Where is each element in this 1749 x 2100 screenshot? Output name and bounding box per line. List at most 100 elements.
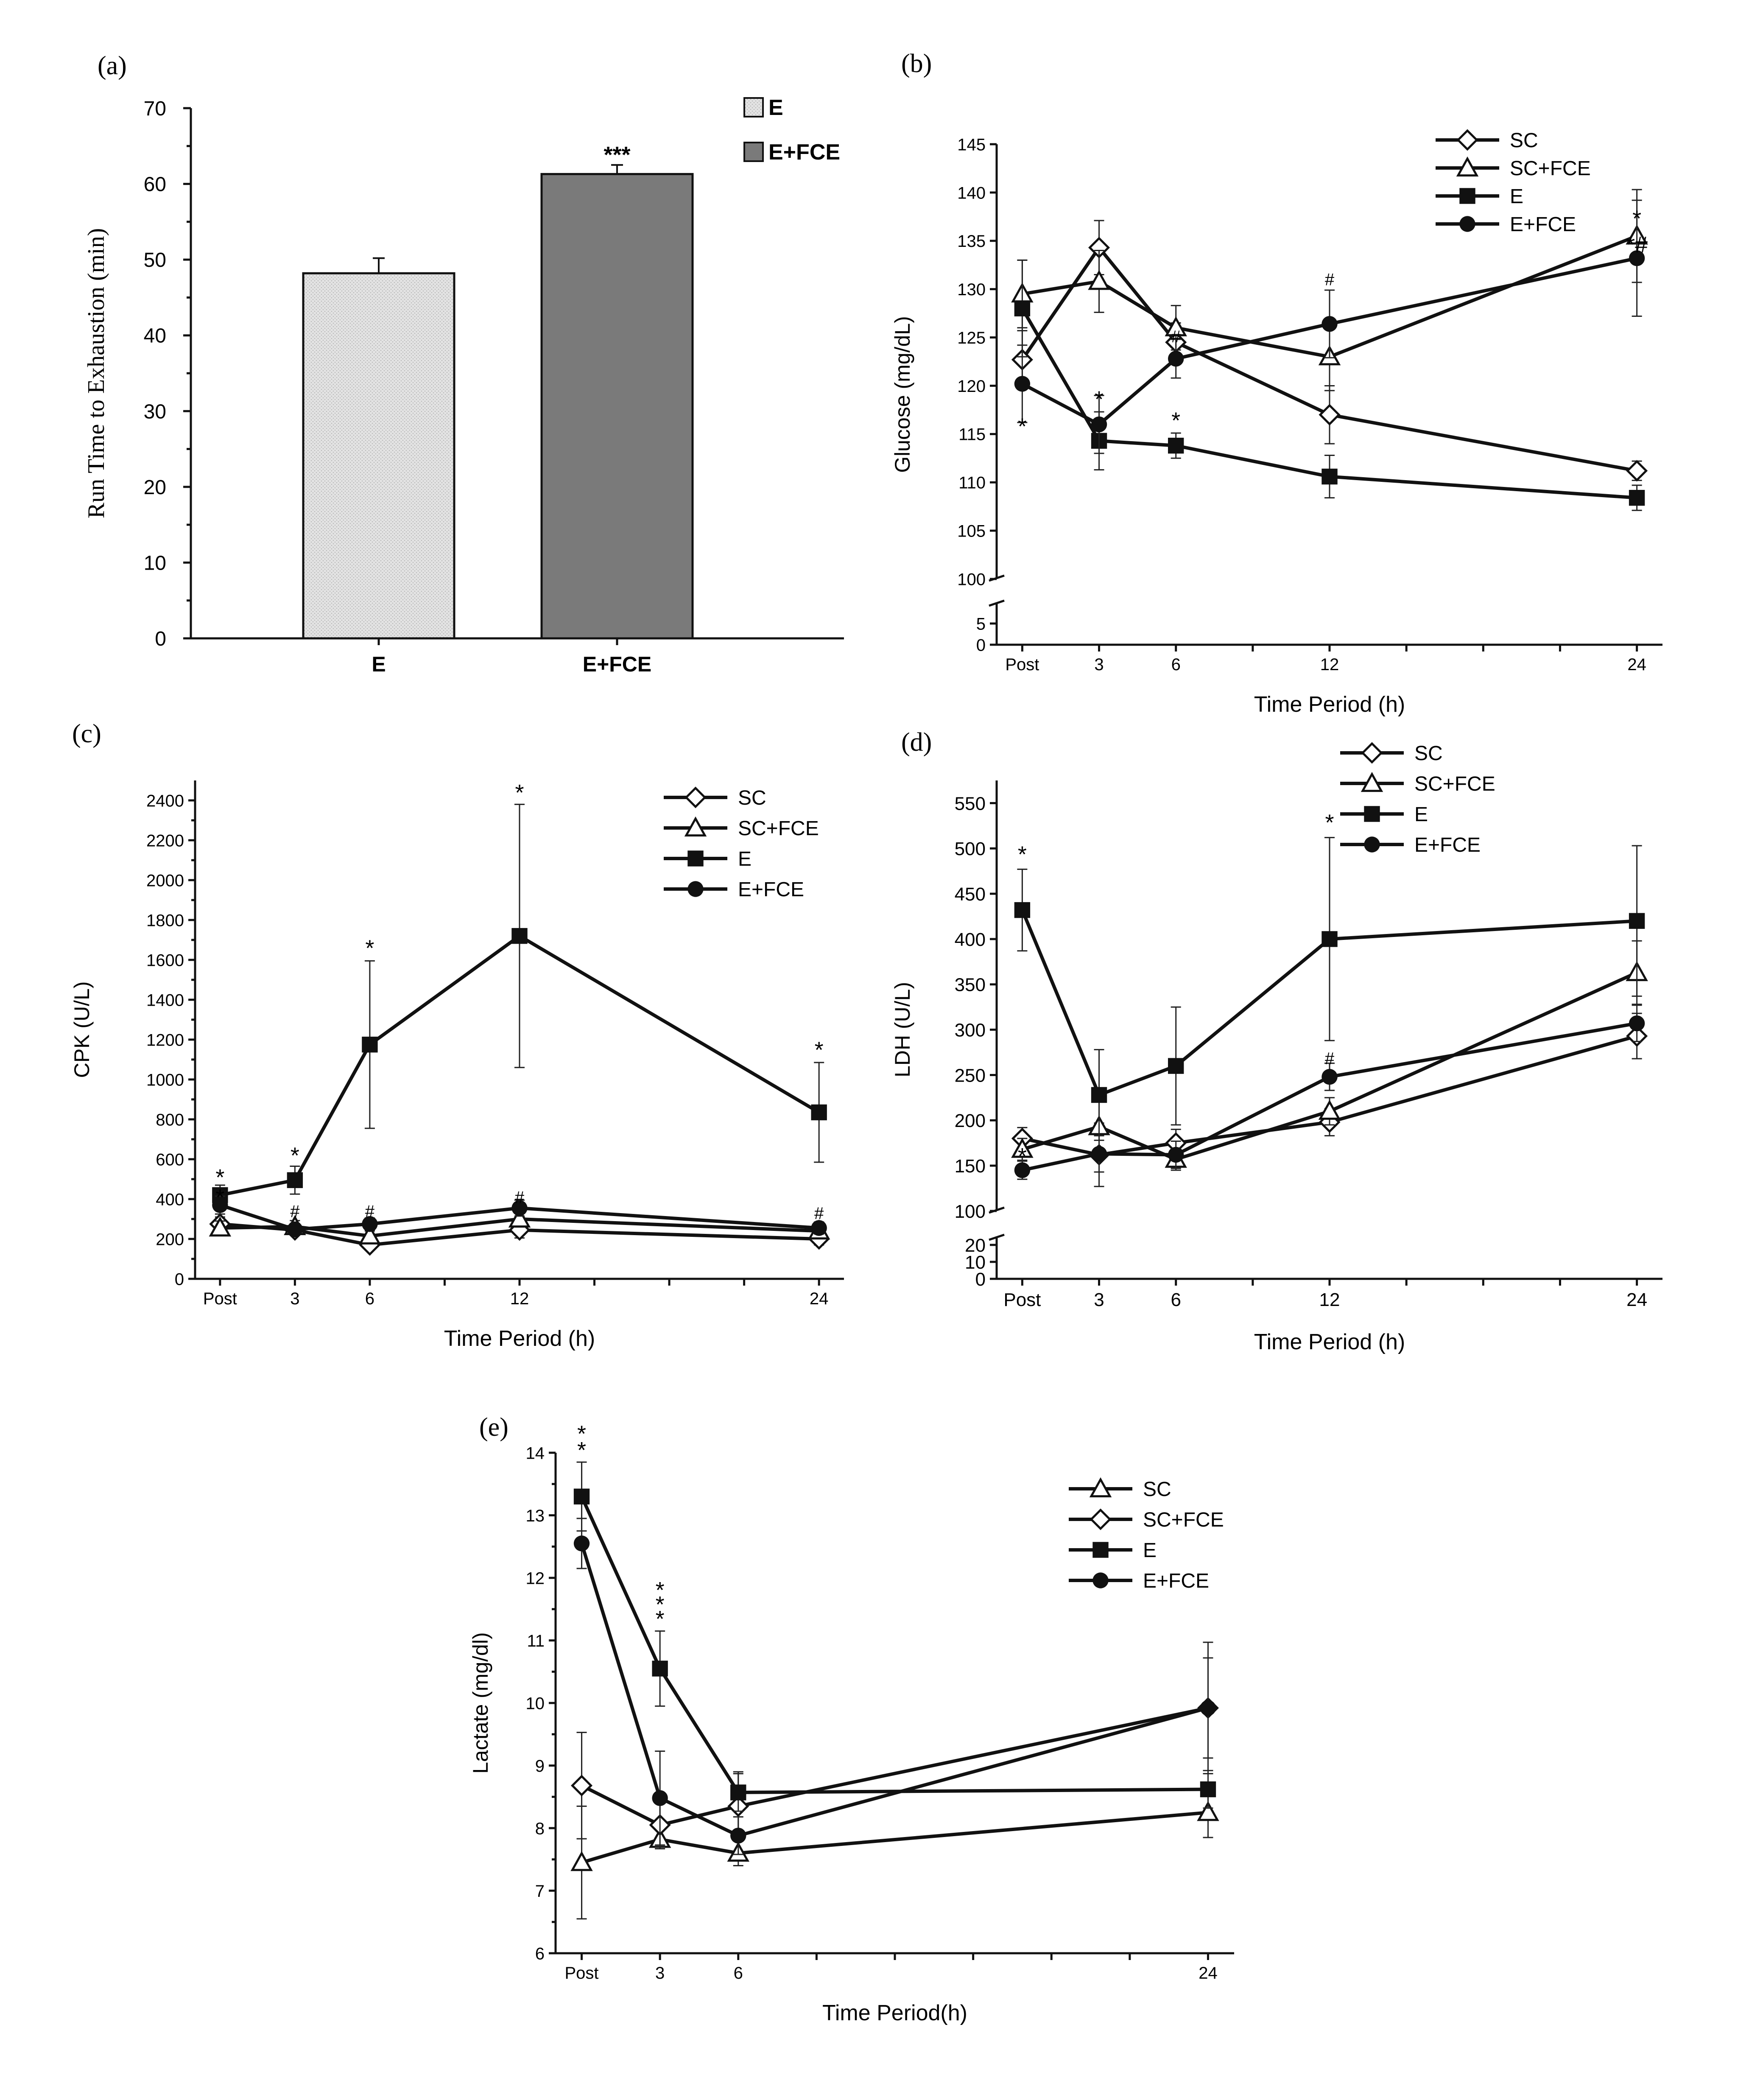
data-point — [1088, 270, 1110, 290]
y-tick-label: 50 — [144, 249, 166, 271]
data-point — [652, 1790, 668, 1806]
data-point — [511, 1200, 528, 1216]
y-tick-label: 10 — [144, 552, 166, 574]
data-point — [1322, 931, 1338, 947]
legend-item-e: E — [743, 95, 783, 120]
legend-item-e: E — [664, 848, 752, 870]
series-sc-plus-fce — [571, 1641, 1219, 1848]
y-tick-label: 500 — [955, 839, 986, 859]
significance-marker: # — [1325, 1049, 1335, 1068]
y-tick-label: 1000 — [146, 1071, 184, 1089]
significance-marker: # — [515, 1188, 525, 1207]
y-axis-label: Lactate (mg/dl) — [469, 1632, 492, 1773]
data-point — [1168, 1146, 1184, 1163]
axis-break-mark — [989, 1233, 1005, 1241]
legend-label: E — [738, 848, 752, 870]
legend-marker — [1456, 156, 1479, 177]
series-line — [1022, 1021, 1637, 1172]
y-tick-label: 105 — [957, 522, 986, 541]
series-e — [1014, 259, 1645, 511]
data-point — [1014, 300, 1031, 316]
y-tick-label: 200 — [156, 1230, 184, 1249]
bar — [540, 173, 694, 640]
y-tick-label: 0 — [975, 1269, 986, 1290]
y-tick-label: 0 — [155, 628, 166, 650]
legend-item-e-plus-fce: E+FCE — [743, 140, 840, 165]
y-tick-label: 100 — [955, 1201, 986, 1222]
series-sc — [570, 1787, 1219, 1920]
x-tick-label: 3 — [1094, 655, 1104, 674]
series-line — [580, 1543, 1209, 1837]
significance-marker: * — [215, 1185, 224, 1210]
x-tick-label: Post — [1003, 1289, 1041, 1310]
data-point — [1318, 1099, 1341, 1120]
y-tick-label: 150 — [955, 1156, 986, 1177]
data-point — [573, 1488, 590, 1504]
series-e-plus-fce — [573, 1518, 1216, 1855]
y-tick-label: 400 — [955, 929, 986, 950]
data-point — [209, 1216, 232, 1237]
legend-label: SC — [1143, 1478, 1171, 1501]
y-axis-label: Glucose (mg/dL) — [891, 316, 914, 473]
legend-label: SC+FCE — [1143, 1509, 1224, 1531]
panel-a-bar-chart: (a) 0 10 20 30 40 50 60 70 Run Time to Exhaustion… — [83, 51, 844, 676]
significance-marker: # — [290, 1202, 300, 1221]
legend-label: E — [1510, 185, 1523, 208]
legend-item-sc: SC — [1436, 129, 1538, 152]
data-point — [1091, 1087, 1107, 1103]
data-point — [362, 1037, 378, 1053]
y-tick-label: 100 — [957, 570, 986, 589]
y-tick-label: 40 — [144, 325, 166, 347]
y-tick-label: 130 — [957, 280, 986, 299]
data-point — [1629, 1015, 1645, 1032]
significance-marker: * — [577, 1421, 586, 1446]
y-tick-label: 1800 — [146, 911, 184, 930]
legend-item-e: E — [1436, 185, 1523, 208]
x-axis-label: Time Period (h) — [1254, 1330, 1405, 1354]
y-tick-label: 7 — [535, 1882, 545, 1901]
y-tick-label: 9 — [535, 1757, 545, 1776]
y-tick-label: 0 — [175, 1270, 184, 1289]
data-point — [730, 1828, 746, 1844]
legend-marker — [1364, 836, 1380, 853]
x-tick-label: 24 — [1627, 655, 1646, 674]
panel-label: (e) — [479, 1413, 508, 1442]
bar — [302, 272, 455, 640]
legend-label: SC+FCE — [1510, 157, 1591, 180]
significance-marker: * — [365, 936, 374, 961]
y-tick-label: 600 — [156, 1150, 184, 1169]
x-tick-label: 6 — [1171, 655, 1181, 674]
significance-marker: *# — [1626, 232, 1648, 257]
series-e-plus-fce — [212, 1195, 827, 1238]
legend-item-sc-plus-fce: SC+FCE — [1340, 772, 1495, 795]
y-tick-label: 300 — [955, 1020, 986, 1040]
significance-marker: *** — [603, 142, 630, 168]
data-point — [1626, 460, 1648, 482]
y-tick-label: 125 — [957, 329, 986, 347]
y-tick-label: 2400 — [146, 791, 184, 810]
data-point — [1091, 1146, 1107, 1162]
legend-marker — [1361, 742, 1383, 764]
x-tick-label: 6 — [365, 1289, 374, 1308]
data-point — [1319, 404, 1341, 426]
significance-marker: # — [365, 1202, 375, 1221]
legend-marker — [1089, 1477, 1112, 1498]
x-tick-label: 24 — [810, 1289, 829, 1308]
data-point — [1168, 437, 1184, 454]
y-tick-label: 140 — [957, 184, 986, 202]
legend-label: SC — [1414, 742, 1443, 765]
series-line — [580, 1496, 1208, 1794]
y-tick-label: 450 — [955, 884, 986, 905]
x-axis-label: Time Period (h) — [444, 1326, 595, 1351]
legend-label: E+FCE — [1414, 834, 1481, 856]
legend-marker — [1459, 216, 1475, 232]
data-point — [1200, 1700, 1216, 1716]
legend-marker — [687, 850, 704, 867]
data-point — [573, 1535, 590, 1552]
legend-swatch — [743, 97, 764, 117]
x-tick-label: 3 — [1094, 1289, 1104, 1310]
y-tick-label: 2200 — [146, 831, 184, 850]
data-point — [1091, 416, 1107, 433]
x-tick-label: 24 — [1626, 1289, 1647, 1310]
